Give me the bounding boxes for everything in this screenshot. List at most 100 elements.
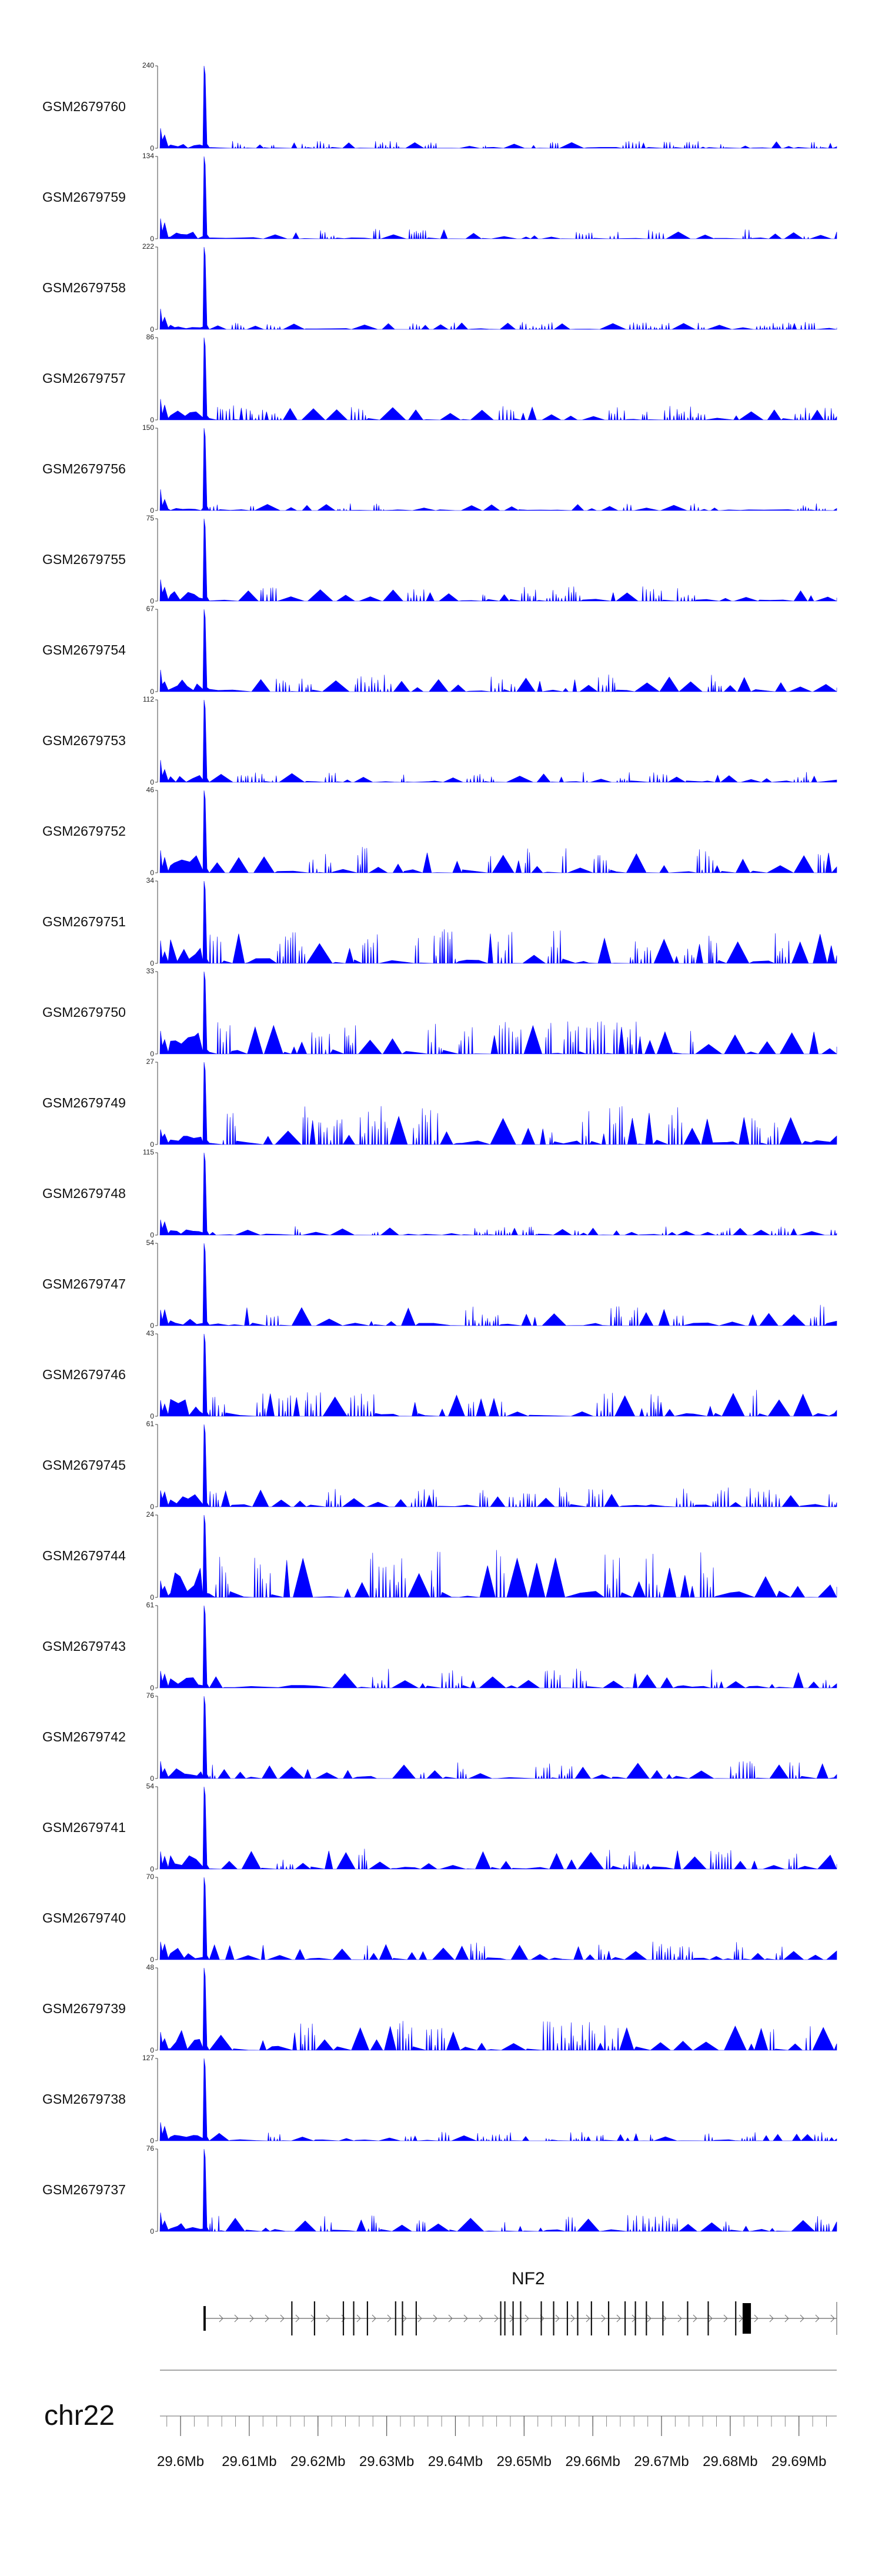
x-tick-label: 29.64Mb [427,2454,483,2470]
coverage-area [159,1062,837,1145]
gene-exon [646,2301,647,2335]
y-min-tick-label: 0 [150,1412,154,1420]
track-name-label: GSM2679757 [42,371,126,386]
gene-exon [291,2301,293,2335]
gene-exon [504,2301,506,2335]
x-tick-label: 29.6Mb [157,2454,205,2470]
gene-exon [707,2301,709,2335]
y-max-tick-label: 127 [142,2054,154,2062]
y-min-tick-label: 0 [150,325,154,333]
coverage-track [155,1786,837,1870]
strand-arrow-icon [326,2314,330,2323]
strand-arrow-icon [708,2314,713,2323]
track-name-label: GSM2679737 [42,2182,126,2197]
x-tick-label: 29.63Mb [359,2454,415,2470]
strand-arrow-icon [494,2314,499,2323]
coverage-track [155,609,837,693]
strand-arrow-icon [662,2314,667,2323]
strand-arrow-icon [356,2314,361,2323]
coverage-area [159,790,837,873]
y-min-tick-label: 0 [150,597,154,605]
y-min-tick-label: 0 [150,2137,154,2145]
coverage-area [159,1243,837,1326]
strand-arrow-icon [479,2314,483,2323]
y-max-tick-label: 48 [146,1963,154,1971]
strand-arrow-icon [815,2314,820,2323]
coverage-track [155,2058,837,2141]
coverage-track [155,156,837,239]
strand-arrow-icon [754,2314,759,2323]
coverage-area [159,1696,837,1779]
strand-arrow-icon [555,2314,560,2323]
strand-arrow-icon [249,2314,254,2323]
coverage-area [159,1424,837,1508]
gene-exon [342,2301,345,2335]
y-max-tick-label: 75 [146,514,154,522]
gene-exon [662,2301,664,2335]
coverage-track [155,1243,837,1326]
strand-arrow-icon [295,2314,300,2323]
x-tick-label: 29.65Mb [496,2454,552,2470]
y-max-tick-label: 76 [146,2144,154,2153]
gene-exon [634,2301,636,2335]
y-max-tick-label: 27 [146,1057,154,1066]
coverage-area [159,1786,837,1870]
y-max-tick-label: 54 [146,1239,154,1247]
strand-arrow-icon [616,2314,621,2323]
x-tick-label: 29.68Mb [703,2454,758,2470]
track-name-label: GSM2679746 [42,1367,126,1382]
gene-name-label: NF2 [512,2269,545,2288]
coverage-area [159,1877,837,1960]
y-max-tick-label: 67 [146,605,154,613]
gene-exon [687,2301,689,2335]
strand-arrow-icon [417,2314,422,2323]
strand-arrow-icon [570,2314,575,2323]
track-name-label: GSM2679738 [42,2091,126,2107]
coverage-track [155,1333,837,1417]
x-tick-label: 29.69Mb [771,2454,827,2470]
coverage-area [159,971,837,1055]
y-min-tick-label: 0 [150,1956,154,1964]
coverage-area [159,609,837,693]
strand-arrow-icon [677,2314,682,2323]
y-max-tick-label: 61 [146,1601,154,1609]
y-min-tick-label: 0 [150,2227,154,2235]
gene-exon [402,2301,403,2335]
coverage-area [159,246,837,330]
y-min-tick-label: 0 [150,1774,154,1783]
coverage-track [155,65,837,149]
track-name-label: GSM2679752 [42,823,126,839]
genome-axis [160,2370,837,2436]
y-max-tick-label: 150 [142,423,154,432]
track-name-label: GSM2679753 [42,733,126,748]
coverage-area [159,2148,837,2233]
track-name-label: GSM2679759 [42,189,126,205]
strand-arrow-icon [693,2314,697,2323]
gene-exon [203,2306,206,2331]
gene-exon [395,2301,396,2335]
gene-exon [735,2301,737,2335]
gene-exon [577,2301,579,2335]
coverage-area [159,156,837,239]
gene-exon [553,2301,554,2335]
strand-arrow-icon [387,2314,392,2323]
coverage-track [155,1514,837,1598]
gene-exon [353,2301,355,2335]
track-name-label: GSM2679751 [42,914,126,929]
track-name-label: GSM2679739 [42,2001,126,2016]
coverage-track [155,880,837,965]
track-name-label: GSM2679750 [42,1005,126,1020]
y-min-tick-label: 0 [150,235,154,243]
y-max-tick-label: 43 [146,1329,154,1337]
coverage-track [155,337,837,421]
strand-arrow-icon [647,2314,652,2323]
gene-exon [566,2301,569,2335]
coverage-track [155,699,837,783]
coverage-track [155,1605,837,1689]
y-min-tick-label: 0 [150,778,154,786]
y-max-tick-label: 46 [146,786,154,794]
y-min-tick-label: 0 [150,1684,154,1692]
strand-arrow-icon [219,2314,223,2323]
x-tick-label: 29.67Mb [634,2454,689,2470]
strand-arrow-icon [601,2314,606,2323]
